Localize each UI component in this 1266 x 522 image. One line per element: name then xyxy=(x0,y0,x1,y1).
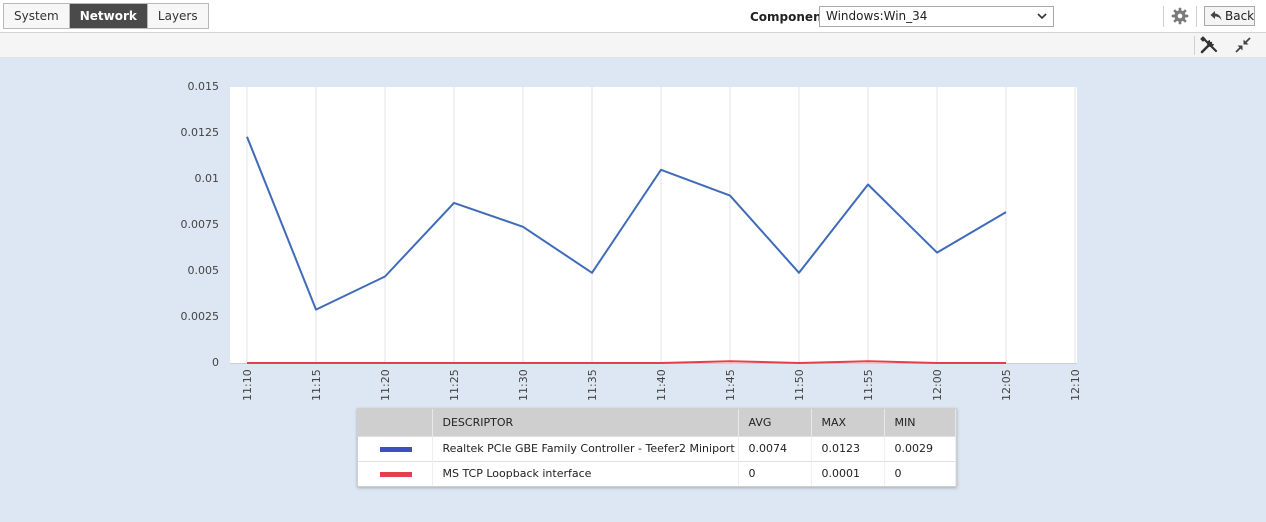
legend-swatch xyxy=(380,446,412,452)
series-line-realtek[interactable] xyxy=(246,136,1007,311)
legend-header-row: DESCRIPTOR AVG MAX MIN xyxy=(358,409,956,436)
legend-descriptor: Realtek PCIe GBE Family Controller - Tee… xyxy=(432,435,739,461)
network-line-chart xyxy=(230,87,1077,364)
x-tick-label: 11:30 xyxy=(517,369,530,401)
chart-toolbar xyxy=(0,33,1266,58)
plot-area xyxy=(230,87,1077,364)
back-label: Back xyxy=(1225,9,1255,23)
legend-swatch xyxy=(380,471,412,477)
y-tick-label: 0.0125 xyxy=(180,126,220,139)
y-tick-label: 0.0075 xyxy=(180,218,220,231)
y-tick-label: 0.0025 xyxy=(180,310,220,323)
legend-header-avg: AVG xyxy=(738,409,812,436)
tab-bar: System Network Layers xyxy=(3,3,209,29)
x-tick-label: 11:55 xyxy=(862,369,875,401)
separator xyxy=(1163,6,1164,27)
x-tick-label: 11:50 xyxy=(793,369,806,401)
legend-table: DESCRIPTOR AVG MAX MIN Realtek PCIe GBE … xyxy=(357,408,957,487)
x-tick-label: 11:15 xyxy=(310,369,323,401)
back-button[interactable]: Back xyxy=(1204,6,1255,26)
separator xyxy=(1196,6,1197,27)
x-tick-label: 12:10 xyxy=(1069,369,1082,401)
legend-header-max: MAX xyxy=(811,409,885,436)
legend-max: 0.0001 xyxy=(811,460,885,486)
x-tick-label: 11:45 xyxy=(724,369,737,401)
y-tick-label: 0.005 xyxy=(187,264,220,277)
tab-layers[interactable]: Layers xyxy=(147,4,208,28)
component-label: Component xyxy=(750,10,828,24)
x-tick-label: 11:40 xyxy=(655,369,668,401)
x-tick-label: 11:35 xyxy=(586,369,599,401)
chevron-down-icon xyxy=(1037,13,1047,20)
legend-header-descriptor: DESCRIPTOR xyxy=(432,409,739,436)
component-select[interactable]: Windows:Win_34 xyxy=(819,6,1054,27)
legend-row[interactable]: Realtek PCIe GBE Family Controller - Tee… xyxy=(358,435,956,461)
tab-system[interactable]: System xyxy=(4,4,70,28)
legend-swatch-cell xyxy=(358,435,433,461)
legend-avg: 0 xyxy=(738,460,812,486)
tab-network[interactable]: Network xyxy=(69,4,148,28)
series-line-loopback[interactable] xyxy=(247,360,1006,364)
legend-min: 0 xyxy=(884,460,956,486)
gear-icon[interactable] xyxy=(1171,7,1189,25)
y-tick-label: 0.015 xyxy=(187,80,220,93)
separator xyxy=(1194,36,1195,55)
legend-row[interactable]: MS TCP Loopback interface 0 0.0001 0 xyxy=(358,460,956,486)
collapse-icon[interactable] xyxy=(1234,36,1252,54)
top-bar: System Network Layers Component Windows:… xyxy=(0,0,1266,33)
tools-icon[interactable] xyxy=(1200,36,1218,54)
y-tick-label: 0.01 xyxy=(194,172,220,185)
y-tick-label: 0 xyxy=(212,356,219,369)
x-tick-label: 11:10 xyxy=(241,369,254,401)
x-tick-label: 11:20 xyxy=(379,369,392,401)
legend-header-color xyxy=(358,409,433,436)
legend-header-min: MIN xyxy=(884,409,956,436)
x-tick-label: 11:25 xyxy=(448,369,461,401)
legend-max: 0.0123 xyxy=(811,435,885,461)
legend-swatch-cell xyxy=(358,460,433,486)
legend-min: 0.0029 xyxy=(884,435,956,461)
legend-descriptor: MS TCP Loopback interface xyxy=(432,460,739,486)
component-value: Windows:Win_34 xyxy=(826,9,928,23)
x-tick-label: 12:00 xyxy=(931,369,944,401)
back-arrow-icon xyxy=(1210,11,1222,21)
x-tick-label: 12:05 xyxy=(1000,369,1013,401)
legend-avg: 0.0074 xyxy=(738,435,812,461)
